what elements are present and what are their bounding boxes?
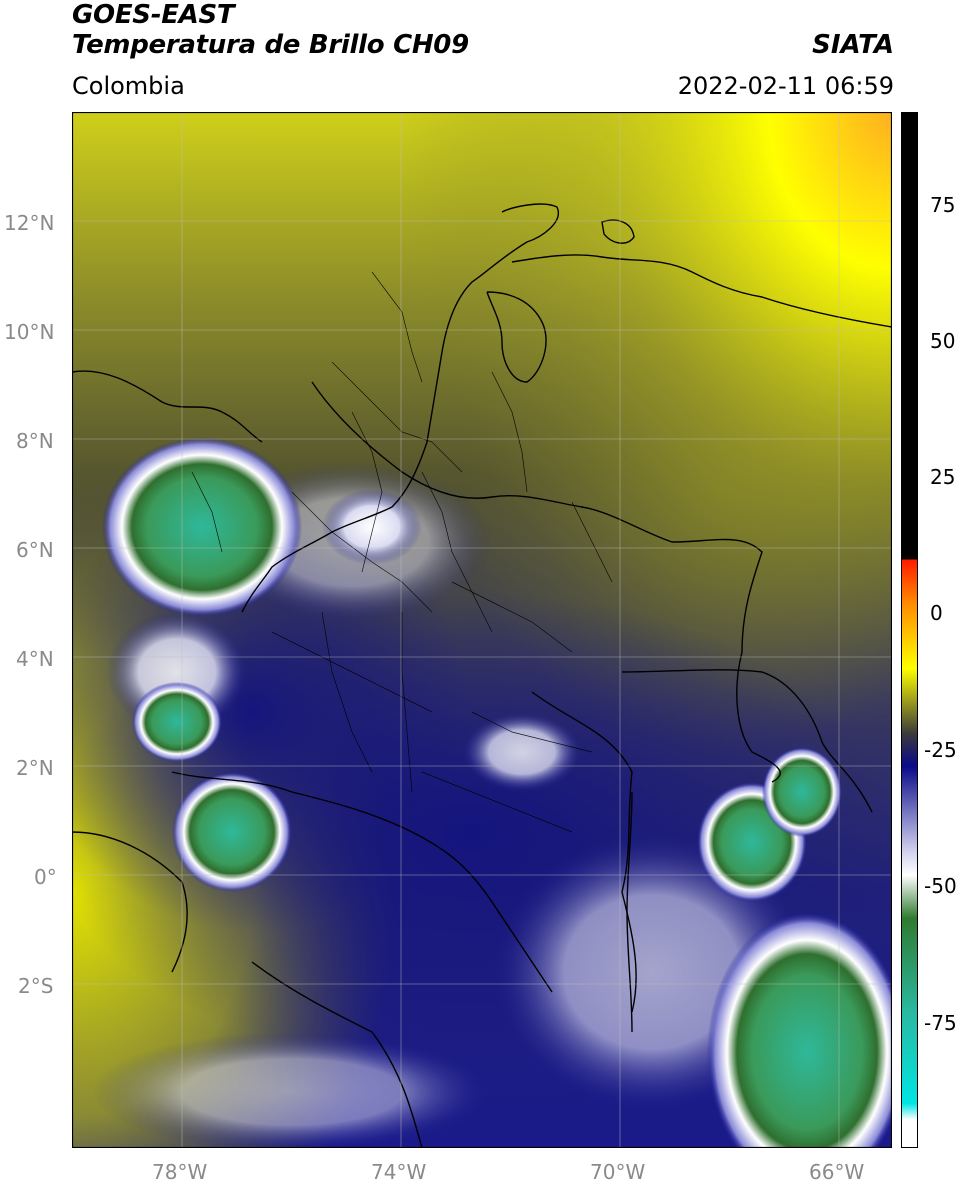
dept-line-8 bbox=[401, 612, 413, 793]
border-peru-brazil bbox=[626, 791, 633, 1033]
border-colombia-brazil bbox=[531, 691, 637, 1013]
border-colombia-venezuela bbox=[311, 381, 781, 783]
lon-label-74w: 74°W bbox=[371, 1160, 427, 1184]
border-colombia-ecuador-peru bbox=[171, 771, 553, 993]
lake-maracaibo bbox=[486, 291, 547, 383]
dept-line-13 bbox=[571, 501, 613, 583]
right-header: SIATA 2022-02-11 06:59 bbox=[678, 30, 894, 102]
lat-label-10n: 10°N bbox=[4, 320, 55, 344]
convective-cell-venezuela-north bbox=[762, 747, 842, 837]
colorbar-label-25: 25 bbox=[930, 465, 956, 489]
lat-label-4n: 4°N bbox=[16, 647, 54, 671]
colorbar-label-75: 75 bbox=[930, 193, 956, 217]
convective-cell-ecuador bbox=[172, 772, 292, 892]
dept-line-3 bbox=[291, 491, 433, 613]
dept-line-10 bbox=[471, 711, 593, 753]
lon-label-70w: 70°W bbox=[590, 1160, 646, 1184]
coast-venezuela bbox=[511, 254, 892, 328]
department-borders bbox=[191, 271, 613, 833]
temperature-colorbar bbox=[901, 112, 918, 1148]
satellite-title: GOES-EAST bbox=[72, 0, 235, 30]
dept-line-12 bbox=[491, 371, 528, 493]
convective-cell-panama bbox=[102, 437, 302, 617]
country-borders bbox=[72, 203, 892, 1148]
paraguana-peninsula bbox=[601, 219, 635, 244]
convective-cell-pacific-north bbox=[132, 682, 222, 762]
region-label: Colombia bbox=[72, 72, 185, 100]
graticule bbox=[72, 112, 892, 1148]
coast-caribbean bbox=[241, 203, 560, 613]
product-title: Temperatura de Brillo CH09 bbox=[72, 30, 469, 60]
timestamp-label: 2022-02-11 06:59 bbox=[677, 72, 894, 100]
cloud-peru bbox=[92, 1032, 492, 1148]
lat-label-2s: 2°S bbox=[18, 974, 54, 998]
border-venezuela-brazil bbox=[621, 669, 873, 813]
map-svg bbox=[72, 112, 892, 1148]
convective-cell-brazil bbox=[707, 912, 892, 1148]
colorbar-label-minus75: -75 bbox=[924, 1011, 957, 1035]
title-block: GOES-EAST Temperatura de Brillo CH09 Col… bbox=[72, 0, 469, 102]
lat-label-2n: 2°N bbox=[16, 756, 54, 780]
colorbar-label-minus50: -50 bbox=[924, 874, 957, 898]
dept-line-6 bbox=[271, 631, 433, 713]
lon-label-78w: 78°W bbox=[152, 1160, 208, 1184]
dept-line-11 bbox=[421, 771, 573, 833]
dept-line-1 bbox=[331, 361, 463, 473]
lat-label-6n: 6°N bbox=[16, 538, 54, 562]
dept-line-9 bbox=[321, 611, 373, 773]
lat-label-12n: 12°N bbox=[4, 211, 55, 235]
agency-label: SIATA bbox=[812, 30, 894, 60]
colorbar-label-minus25: -25 bbox=[924, 738, 957, 762]
satellite-map bbox=[72, 112, 892, 1148]
cloud-east-andes bbox=[462, 712, 582, 792]
border-ecuador-peru bbox=[251, 961, 423, 1148]
colorbar-label-50: 50 bbox=[930, 329, 956, 353]
lat-label-8n: 8°N bbox=[16, 429, 54, 453]
lat-label-0: 0° bbox=[34, 865, 57, 889]
convective-cell-antioquia bbox=[322, 489, 422, 565]
dept-line-5 bbox=[421, 471, 493, 633]
colorbar-label-0: 0 bbox=[930, 601, 943, 625]
lon-label-66w: 66°W bbox=[809, 1160, 865, 1184]
map-border bbox=[72, 112, 892, 1148]
dept-line-14 bbox=[191, 471, 223, 553]
dept-line-2 bbox=[371, 271, 423, 383]
dept-line-7 bbox=[451, 581, 573, 653]
